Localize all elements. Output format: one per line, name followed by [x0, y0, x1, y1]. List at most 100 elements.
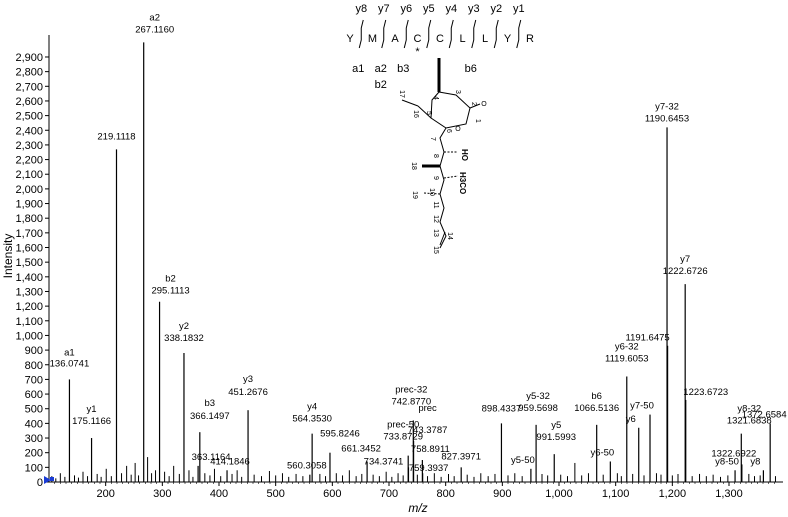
y-tick-label: 1,900 [15, 199, 43, 211]
x-axis-ticks: 200 300 400 500 600 700 800 900 1,000 1,100 1,200 1… [54, 482, 775, 500]
y-tick-label: 2,400 [15, 125, 43, 137]
peak-ion-label: prec [418, 403, 437, 414]
peak-ion-label: y3 [243, 374, 253, 385]
structure-group-label: HO [460, 149, 469, 161]
y-ion-label: y1 [513, 3, 525, 15]
peak-mass-label: 1322.6922 [711, 448, 756, 459]
y-tick-label: 1,200 [15, 301, 43, 313]
fragment-bracket [403, 19, 409, 49]
y-tick-label: 1,600 [15, 243, 43, 255]
peak-mass-label: 1191.6475 [625, 333, 669, 344]
structure-atom-number: 4 [432, 96, 439, 100]
peak-ion-label: prec-32 [395, 384, 427, 395]
peak-mass-label: 267.1160 [135, 24, 174, 35]
x-tick-label: 900 [493, 488, 511, 500]
structure-bond-double [439, 231, 446, 246]
fragment-bracket [426, 19, 432, 49]
x-tick-label: 600 [323, 488, 341, 500]
y-tick-label: 2,800 [15, 67, 43, 79]
y-tick-label: 300 [25, 433, 43, 445]
y-tick-label: 2,700 [15, 81, 43, 93]
structure-atom-number: 8 [432, 154, 439, 158]
structure-atom-number: 7 [429, 137, 436, 141]
fragment-bracket [448, 19, 454, 49]
peak-mass-label: 758.8911 [411, 444, 450, 455]
peak-ion-label: y8-50 [715, 456, 739, 467]
y-tick-label: 1,500 [15, 257, 43, 269]
structure-atom-number: 18 [410, 162, 417, 170]
peak-ion-label: b6 [591, 391, 602, 402]
structure-atom-number: 5 [425, 111, 432, 115]
peak-mass-label: 733.8729 [383, 432, 423, 443]
y-ion-label: y2 [490, 3, 502, 15]
structure-atom-number: 19 [411, 191, 418, 199]
y-ion-label: y5 [423, 3, 435, 15]
fragment-bracket [493, 19, 499, 49]
y-ion-label: y3 [468, 3, 480, 15]
peak-mass-label: 1372.6584 [742, 409, 787, 420]
peak-mass-label: 295.1113 [151, 286, 189, 297]
peak-mass-label: 742.8770 [391, 396, 431, 407]
peak-mass-label: 991.5993 [536, 432, 576, 443]
sequence-residue: A [391, 33, 399, 45]
peak-mass-label: 1190.6453 [645, 113, 689, 124]
peak-ion-label: y7-32 [655, 101, 679, 112]
y-ion-label: y6 [400, 3, 412, 15]
peak-mass-label: 1222.6726 [663, 266, 708, 277]
y-tick-label: 2,600 [15, 96, 43, 108]
peak-ion-label: y6-50 [590, 447, 614, 458]
peak-mass-label: 1066.5136 [574, 403, 619, 414]
x-tick-label: 1,200 [659, 488, 687, 500]
peptide-sequence-annotation: Y M A C C L L Y Ry8 y7 y6 y5 y4 y3 y2 y1 a1 a2 b3 b6 b2 * [346, 3, 534, 91]
x-tick-label: 700 [380, 488, 398, 500]
structure-atom-number: 13 [432, 229, 439, 237]
chemical-structure [401, 58, 481, 249]
peak-ion-label: b2 [165, 274, 176, 285]
structure-atom-number: 14 [446, 232, 453, 240]
sequence-residue: M [368, 33, 377, 45]
x-tick-label: 800 [436, 488, 454, 500]
structure-atom-number: 10 [428, 188, 435, 196]
y-tick-label: 1,300 [15, 286, 43, 298]
peak-ion-label: y5-32 [526, 391, 550, 402]
sequence-residue: L [482, 33, 488, 45]
peak-ion-label: prec-50 [387, 420, 419, 431]
peak-ion-label: y6 [626, 414, 636, 425]
peak-ion-label: y7-50 [630, 401, 654, 412]
peak-ion-label: y7 [680, 254, 690, 265]
peak-ion-label: y4 [307, 402, 317, 413]
structure-atom-number: 1 [474, 119, 481, 123]
peak-labels: 136.0741a1175.1166y1219.1118267.1160a229… [50, 12, 787, 474]
structure-atom-number: 11 [432, 201, 439, 208]
peak-mass-label: 1223.6723 [683, 387, 728, 398]
peak-mass-label: 759.3937 [409, 463, 449, 474]
plot-axes [48, 35, 783, 483]
structure-ring-oxygen-label: O [455, 126, 461, 133]
sequence-residue: Y [504, 33, 512, 45]
b-ion-label: b2 [375, 79, 387, 91]
peak-mass-label: 595.8246 [320, 429, 360, 440]
y-tick-label: 500 [25, 404, 43, 416]
structure-group-label: H3CO [458, 172, 467, 194]
y-axis-ticks: 0 100 200 300 400 500 600 700 800 900 1,000 1,100 1,… [15, 52, 49, 489]
y-tick-label: 2,000 [15, 184, 43, 196]
y-tick-label: 2,300 [15, 140, 43, 152]
peak-ion-label: y6-32 [615, 341, 639, 352]
peak-ion-label: a1 [64, 347, 75, 358]
structure-bond-c19 [423, 192, 441, 195]
y-tick-label: 1,800 [15, 213, 43, 225]
origin-marker-square [50, 477, 54, 481]
x-tick-label: 300 [153, 488, 171, 500]
peak-mass-label: 451.2676 [228, 387, 268, 398]
structure-bond-c2-o [469, 103, 481, 109]
y-axis-title: Intensity [1, 234, 15, 279]
x-tick-label: 1,000 [545, 488, 573, 500]
peak-mass-label: 1321.6838 [727, 416, 772, 427]
peak-mass-label: 898.4337 [482, 403, 522, 414]
structure-oxygen-label: O [481, 101, 487, 108]
y-tick-label: 800 [25, 360, 43, 372]
peak-mass-label: 1119.6053 [605, 353, 649, 364]
y-ion-label: y4 [445, 3, 457, 15]
